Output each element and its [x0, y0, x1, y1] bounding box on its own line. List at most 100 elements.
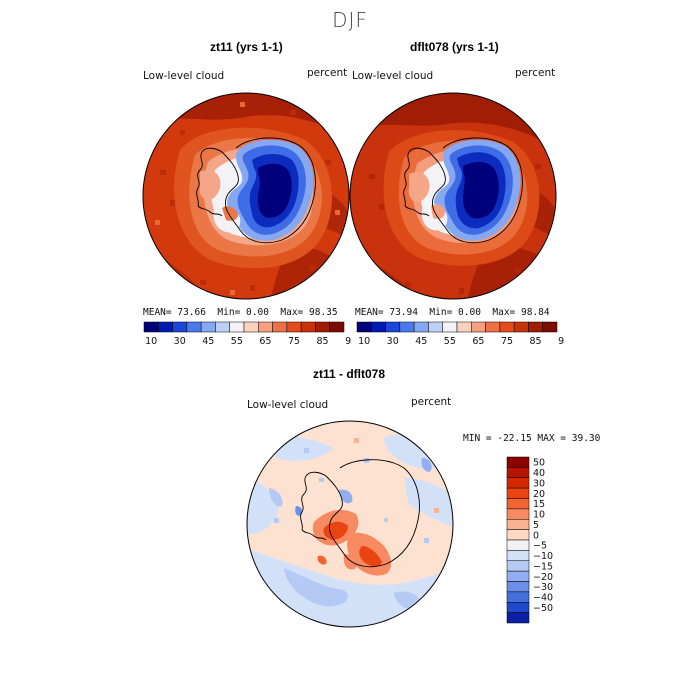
panel1-colorbar-swatch: [329, 321, 345, 333]
panel1-colorbar-tick-label: 75: [288, 336, 300, 347]
panel2-mean-label: MEAN=: [355, 307, 384, 318]
panel3-colorbar-tick-label: 40: [533, 468, 545, 479]
panel1-mean-value: 73.66: [177, 307, 206, 318]
panel1-colorbar-tick-label: 65: [259, 336, 271, 347]
panel3-colorbar-swatch: [506, 602, 530, 613]
panel2-colorbar-swatch: [442, 321, 458, 333]
panel3-colorbar-swatch: [506, 539, 530, 551]
panel2-colorbar-swatch: [371, 321, 386, 333]
panel3-min-value: -22.15: [497, 433, 532, 444]
panel2-colorbar-swatch: [428, 321, 443, 333]
panel3-colorbar-swatch: [506, 581, 530, 593]
panel3-colorbar-swatch: [506, 477, 530, 489]
panel3-colorbar-tick-label: 50: [533, 458, 545, 469]
panel3-colorbar-tick-label: 0: [533, 530, 539, 541]
panel1-title: zt11 (yrs 1-1): [210, 40, 283, 54]
panel3-colorbar-swatch: [506, 612, 530, 624]
panel3-colorbar-tick-label: 20: [533, 489, 545, 500]
panel3-colorbar-tick-label: 10: [533, 510, 545, 521]
panel1-colorbar-swatch: [143, 321, 159, 333]
panel1-colorbar-swatch: [200, 321, 216, 333]
panel3-colorbar-swatch: [506, 550, 530, 561]
panel2-colorbar-swatch: [499, 321, 515, 333]
panel3-colorbar-swatch: [506, 570, 530, 582]
panel3-colorbar-swatch: [506, 508, 530, 520]
panel1-colorbar-swatch: [229, 321, 245, 333]
panel2-colorbar-swatch: [542, 321, 558, 333]
panel1-colorbar-tick-label: 95: [345, 336, 352, 347]
panel3-colorbar-swatch: [506, 456, 530, 468]
panel1-colorbar-swatch: [258, 321, 273, 333]
panel3-colorbar-tick-label: −20: [533, 572, 553, 583]
panel2-title: dflt078 (yrs 1-1): [410, 40, 499, 54]
panel3-colorbar-swatch: [506, 519, 530, 530]
panel2-colorbar-tick-label: 10: [358, 336, 370, 347]
panel1-colorbar-swatch: [272, 321, 288, 333]
panel3-units: percent: [411, 396, 452, 408]
panel1-colorbar-swatch: [315, 321, 330, 333]
panel1-colorbar-tick-label: 30: [174, 336, 186, 347]
panel2-colorbar-swatch: [471, 321, 486, 333]
panel1-units: percent: [307, 67, 348, 79]
panel3-colorbar-tick-label: −50: [533, 603, 553, 614]
panel1-colorbar-swatch: [186, 321, 202, 333]
panel2-mean-value: 73.94: [389, 307, 418, 318]
panel2-colorbar: 10 30 45 55 65 75 85 95: [356, 321, 565, 347]
panel1-min-value: 0.00: [246, 307, 269, 318]
panel1-variable: Low-level cloud: [143, 70, 225, 82]
panel3-colorbar-swatch: [506, 591, 530, 603]
panel3-colorbar-tick-label: 30: [533, 478, 545, 489]
panel2-colorbar-swatch: [456, 321, 472, 333]
panel2-colorbar-tick-label: 55: [444, 336, 456, 347]
panel1-colorbar-swatch: [286, 321, 302, 333]
panel3-variable: Low-level cloud: [247, 399, 329, 411]
panel2-colorbar-tick-label: 45: [415, 336, 427, 347]
panel3-colorbar-tick-label: −40: [533, 593, 553, 604]
panel3-colorbar-swatch: [506, 467, 530, 478]
panel3-max-value: 39.30: [571, 433, 601, 444]
panel2-min-value: 0.00: [458, 307, 481, 318]
panel3-colorbar-tick-label: 15: [533, 499, 545, 510]
panel2-stats: MEAN= 73.94 Min= 0.00 Max= 98.84: [355, 307, 550, 318]
panel2-max-label: Max=: [492, 307, 516, 318]
panel1-colorbar-swatch: [243, 321, 259, 333]
panel1-colorbar-swatch: [172, 321, 188, 333]
panel3-title: zt11 - dflt078: [313, 367, 386, 381]
panel2-colorbar-tick-label: 75: [501, 336, 513, 347]
panel3-min-label: MIN =: [463, 433, 492, 444]
panel3-colorbar-tick-label: −30: [533, 582, 553, 593]
panel1-stats: MEAN= 73.66 Min= 0.00 Max= 98.35: [143, 307, 338, 318]
panel2-colorbar-tick-label: 95: [558, 336, 565, 347]
panel1-colorbar-swatch: [300, 321, 316, 333]
panel1-min-label: Min=: [217, 307, 241, 318]
panel1-colorbar-swatch: [215, 321, 230, 333]
panel2-colorbar-swatch: [356, 321, 372, 333]
panel3-stats: MIN = -22.15 MAX = 39.30: [463, 433, 600, 444]
panel1-max-value: 98.35: [309, 307, 338, 318]
panel1-colorbar-tick-label: 10: [145, 336, 157, 347]
panel1-colorbar-tick-label: 45: [202, 336, 214, 347]
panel2-colorbar-swatch: [513, 321, 529, 333]
panel1-mean-label: MEAN=: [143, 307, 172, 318]
panel3-colorbar-swatch: [506, 498, 530, 510]
panel3-colorbar-swatch: [506, 529, 530, 541]
panel1-max-label: Max=: [280, 307, 304, 318]
panel2-colorbar-tick-label: 65: [472, 336, 484, 347]
main-title: DJF: [332, 8, 368, 32]
panel2-colorbar-swatch: [528, 321, 543, 333]
panel2-colorbar-swatch: [385, 321, 401, 333]
panel2-colorbar-swatch: [485, 321, 501, 333]
panel3-colorbar-tick-label: −5: [533, 541, 547, 552]
panel2-colorbar-swatch: [413, 321, 429, 333]
panel2-max-value: 98.84: [521, 307, 550, 318]
panel3-colorbar-tick-label: 5: [533, 520, 539, 531]
panel2-colorbar-swatch: [399, 321, 415, 333]
panel1-map: [142, 92, 350, 300]
panel1-colorbar-swatch: [158, 321, 173, 333]
panel1-colorbar-tick-label: 55: [231, 336, 243, 347]
panel3-colorbar-swatch: [506, 560, 530, 572]
panel3-colorbar-tick-label: −15: [533, 561, 553, 572]
panel2-map: [349, 92, 557, 300]
panel2-units: percent: [515, 67, 556, 79]
